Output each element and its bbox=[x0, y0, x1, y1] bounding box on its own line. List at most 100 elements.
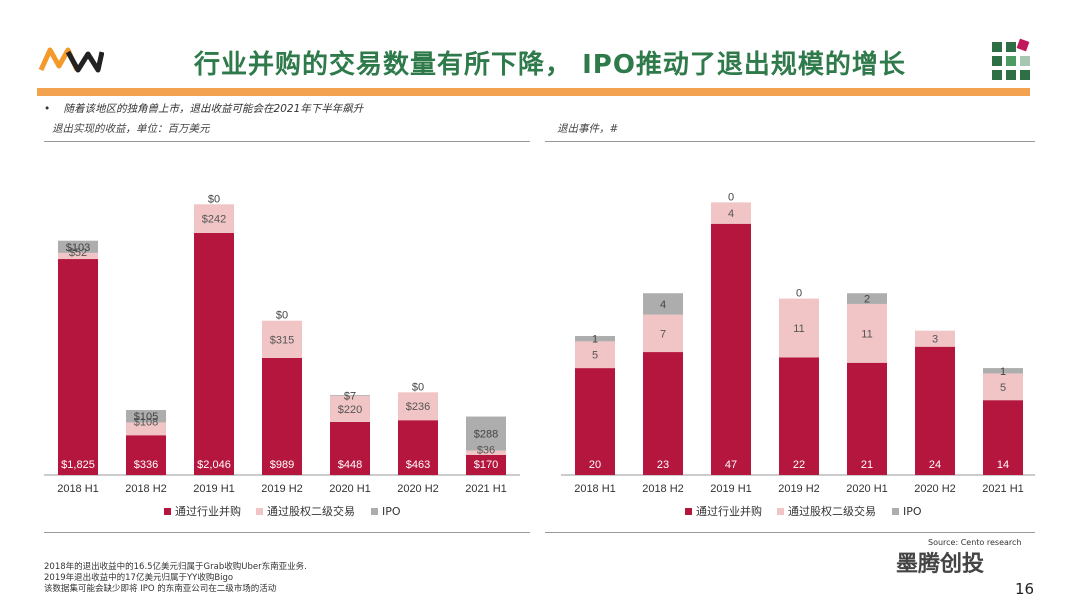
x-tick-label: 2019 H1 bbox=[193, 483, 235, 495]
data-label-ipo: $103 bbox=[66, 242, 90, 254]
source-note: Source: Cento research bbox=[928, 538, 1022, 547]
data-label-ipo: $0 bbox=[412, 381, 424, 393]
data-label-secondary: $242 bbox=[202, 214, 226, 226]
x-tick-label: 2020 H2 bbox=[914, 483, 956, 495]
data-label-ma: $463 bbox=[406, 459, 430, 471]
data-label-ipo: $7 bbox=[344, 391, 356, 403]
bar-segment-ipo bbox=[983, 368, 1023, 374]
data-label-secondary: $52 bbox=[69, 247, 87, 259]
x-tick-label: 2021 H1 bbox=[465, 483, 507, 495]
data-label-ipo: 0 bbox=[728, 191, 734, 203]
x-tick-label: 2018 H2 bbox=[125, 483, 167, 495]
x-tick-label: 2019 H1 bbox=[710, 483, 752, 495]
data-label-secondary: 11 bbox=[861, 328, 872, 340]
data-label-secondary: 11 bbox=[793, 323, 804, 335]
x-tick-label: 2020 H1 bbox=[329, 483, 371, 495]
data-label-ipo: $0 bbox=[208, 193, 220, 205]
bar-segment-ipo bbox=[643, 293, 683, 315]
legend-swatch bbox=[777, 508, 784, 515]
bar-segment-ma bbox=[58, 259, 98, 475]
data-label-ma: 23 bbox=[657, 459, 669, 471]
data-label-ipo: 4 bbox=[660, 299, 666, 311]
legend-swatch bbox=[685, 508, 692, 515]
left-bottom-rule bbox=[44, 532, 530, 533]
data-label-ipo: $0 bbox=[276, 310, 288, 322]
data-label-ma: 21 bbox=[861, 459, 873, 471]
right-bottom-rule bbox=[545, 532, 1035, 533]
data-label-ma: $448 bbox=[338, 459, 362, 471]
data-label-ma: $336 bbox=[134, 459, 158, 471]
data-label-secondary: $220 bbox=[338, 404, 362, 416]
page-number: 16 bbox=[1015, 580, 1035, 598]
bar-segment-secondary bbox=[262, 320, 302, 358]
bar-segment-secondary bbox=[194, 204, 234, 233]
bar-segment-ma bbox=[262, 357, 302, 475]
bar-segment-ma bbox=[983, 400, 1023, 475]
data-label-ipo: 2 bbox=[864, 294, 870, 306]
data-label-ma: $989 bbox=[270, 459, 294, 471]
page-title: 行业并购的交易数量有所下降， IPO推动了退出规模的增长 bbox=[194, 50, 906, 80]
legend-swatch bbox=[371, 508, 378, 515]
legend-entry: IPO bbox=[382, 505, 401, 518]
grid-logo-icon bbox=[990, 38, 1032, 80]
x-tick-label: 2019 H2 bbox=[778, 483, 820, 495]
data-label-ipo: 0 bbox=[796, 288, 802, 300]
data-label-ma: $170 bbox=[474, 459, 498, 471]
bar-segment-ma bbox=[466, 454, 506, 475]
data-label-ma: $2,046 bbox=[197, 459, 231, 471]
bar-segment-secondary bbox=[847, 303, 887, 363]
legend-swatch bbox=[892, 508, 899, 515]
header-divider bbox=[37, 88, 1030, 96]
bar-segment-secondary bbox=[330, 395, 370, 422]
bar-segment-secondary bbox=[398, 392, 438, 421]
bar-segment-ma bbox=[194, 232, 234, 475]
bar-segment-ma bbox=[779, 357, 819, 475]
data-label-ma: 47 bbox=[725, 459, 737, 471]
bar-segment-secondary bbox=[711, 202, 751, 224]
legend-swatch bbox=[164, 508, 171, 515]
data-label-secondary: $236 bbox=[406, 401, 430, 413]
legend-entry: 通过股权二级交易 bbox=[267, 504, 355, 518]
bar-segment-ma bbox=[915, 346, 955, 475]
bar-segment-ma bbox=[126, 435, 166, 475]
bar-segment-secondary bbox=[58, 252, 98, 260]
data-label-ipo: 1 bbox=[592, 334, 598, 346]
x-tick-label: 2018 H2 bbox=[642, 483, 684, 495]
bar-segment-secondary bbox=[575, 341, 615, 369]
bar-segment-ipo bbox=[58, 240, 98, 253]
x-tick-label: 2020 H2 bbox=[397, 483, 439, 495]
data-label-secondary: 7 bbox=[660, 328, 666, 340]
bar-segment-secondary bbox=[466, 450, 506, 455]
footnotes: 2018年的退出收益中的16.5亿美元归属于Grab收购Uber东南亚业务. 2… bbox=[44, 562, 307, 595]
data-label-secondary: $108 bbox=[134, 416, 158, 428]
left-panel-rule bbox=[44, 141, 530, 142]
exit-proceeds-chart: $1,825 $52$103 2018 H1 $336 $108$105 2018 H2 $… bbox=[44, 193, 520, 518]
bar-segment-secondary bbox=[126, 422, 166, 436]
bullet-note-text: 随着该地区的独角兽上市，退出收益可能会在2021年下半年飙升 bbox=[63, 103, 364, 115]
right-panel-rule bbox=[545, 141, 1035, 142]
bar-segment-ma bbox=[398, 420, 438, 475]
bar-segment-secondary bbox=[779, 298, 819, 358]
data-label-ma: 24 bbox=[929, 459, 941, 471]
bar-segment-secondary bbox=[983, 373, 1023, 401]
data-label-secondary: $315 bbox=[270, 334, 294, 346]
bar-segment-ipo bbox=[847, 293, 887, 304]
legend-swatch bbox=[256, 508, 263, 515]
footnote-3: 该数据集可能会缺少即将 IPO 的东南亚公司在二级市场的活动 bbox=[44, 584, 277, 594]
x-tick-label: 2021 H1 bbox=[982, 483, 1024, 495]
data-label-secondary: $36 bbox=[477, 445, 495, 457]
legend-entry: IPO bbox=[903, 505, 922, 518]
bar-segment-ipo bbox=[575, 336, 615, 342]
data-label-secondary: 4 bbox=[728, 208, 734, 220]
data-label-ma: $1,825 bbox=[61, 459, 95, 471]
legend-entry: 通过行业并购 bbox=[696, 504, 762, 518]
company-logo bbox=[38, 40, 105, 80]
legend-entry: 通过行业并购 bbox=[175, 504, 241, 518]
right-panel-heading: 退出事件，# bbox=[557, 123, 619, 135]
data-label-ipo: $288 bbox=[474, 429, 498, 441]
footnote-1: 2018年的退出收益中的16.5亿美元归属于Grab收购Uber东南亚业务. bbox=[44, 562, 307, 572]
bar-segment-ipo bbox=[466, 416, 506, 451]
bar-segment-ma bbox=[330, 421, 370, 475]
legend-entry: 通过股权二级交易 bbox=[788, 504, 876, 518]
